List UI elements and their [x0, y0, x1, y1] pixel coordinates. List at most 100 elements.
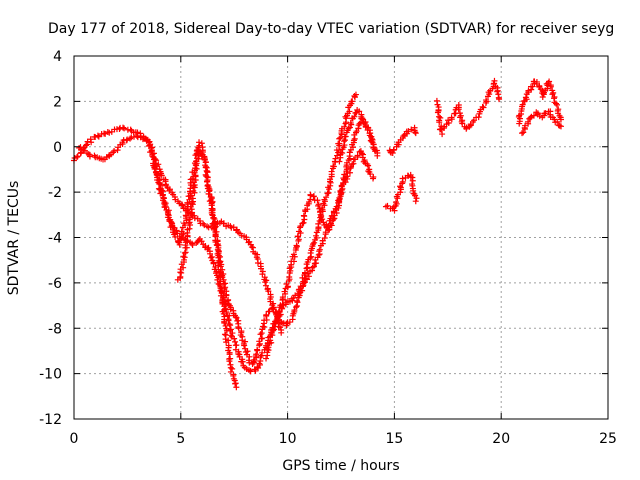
data-point — [341, 171, 348, 178]
data-point — [391, 207, 398, 214]
data-point — [192, 165, 199, 172]
data-point — [165, 211, 172, 218]
data-point — [479, 103, 486, 110]
data-point — [188, 192, 195, 199]
data-point — [313, 260, 320, 267]
data-point — [159, 191, 166, 198]
data-point — [140, 133, 147, 140]
data-point — [183, 244, 190, 251]
x-tick-label: 20 — [492, 431, 510, 447]
series-track-j — [515, 78, 565, 127]
data-point — [255, 365, 262, 372]
data-point — [239, 358, 246, 365]
data-point — [397, 184, 404, 191]
data-point — [198, 238, 205, 245]
data-point — [281, 288, 288, 295]
data-point — [121, 125, 128, 132]
data-point — [529, 83, 536, 90]
data-point — [459, 120, 466, 127]
data-point — [326, 226, 333, 233]
data-point — [262, 279, 269, 286]
data-point — [400, 133, 407, 140]
data-point — [294, 233, 301, 240]
data-point — [359, 116, 366, 123]
data-point — [283, 281, 290, 288]
series-track-i — [433, 77, 503, 138]
y-tick-label: 4 — [53, 49, 62, 65]
data-point — [196, 139, 203, 146]
data-point — [111, 147, 118, 154]
data-point — [217, 263, 224, 270]
data-point — [232, 314, 239, 321]
data-point — [290, 258, 297, 265]
data-point — [278, 329, 285, 336]
data-point — [365, 162, 372, 169]
data-point — [178, 228, 185, 235]
data-point — [271, 326, 278, 333]
data-point — [341, 123, 348, 130]
data-point — [290, 251, 297, 258]
data-point — [364, 127, 371, 134]
data-point — [94, 132, 101, 139]
data-point — [346, 169, 353, 176]
data-point — [185, 220, 192, 227]
data-point — [182, 236, 189, 243]
axis-ticks — [73, 55, 609, 420]
data-point — [554, 118, 561, 125]
data-point — [222, 322, 229, 329]
data-point — [263, 316, 270, 323]
data-point — [158, 187, 165, 194]
series-track-g — [386, 124, 419, 157]
data-point — [232, 380, 239, 387]
data-point — [191, 181, 198, 188]
data-point — [87, 136, 94, 143]
data-point — [265, 344, 272, 351]
data-point — [436, 119, 443, 126]
data-point — [259, 335, 266, 342]
series-track-h — [382, 171, 420, 214]
data-point — [176, 235, 183, 242]
data-point — [519, 130, 526, 137]
data-point — [216, 282, 223, 289]
data-point — [303, 276, 310, 283]
x-tick-labels: 0 5 10 15 20 25 — [70, 431, 617, 447]
data-point — [530, 112, 537, 119]
data-point — [162, 203, 169, 210]
data-point — [252, 367, 259, 374]
data-point — [149, 152, 156, 159]
data-point — [226, 358, 233, 365]
data-point — [120, 124, 127, 131]
data-point — [332, 155, 339, 162]
data-point — [463, 125, 470, 132]
data-point — [527, 114, 534, 121]
data-point — [210, 260, 217, 267]
data-point — [412, 198, 419, 205]
data-point — [124, 136, 131, 143]
data-point — [295, 236, 302, 243]
data-point — [408, 126, 415, 133]
data-point — [312, 232, 319, 239]
series-track-e — [263, 115, 379, 362]
data-point — [231, 335, 238, 342]
data-point — [227, 322, 234, 329]
data-point — [263, 355, 270, 362]
data-point — [342, 133, 349, 140]
data-point — [346, 108, 353, 115]
data-point — [214, 276, 221, 283]
data-point — [310, 241, 317, 248]
data-point — [201, 156, 208, 163]
data-point — [223, 339, 230, 346]
y-tick-label: -8 — [48, 321, 62, 337]
data-point — [558, 116, 565, 123]
data-point — [305, 273, 312, 280]
data-point — [374, 152, 381, 159]
y-tick-label: -10 — [39, 367, 62, 383]
data-point — [205, 190, 212, 197]
y-axis-label: SDTVAR / TECUs — [6, 181, 22, 296]
data-point — [455, 106, 462, 113]
data-point — [552, 100, 559, 107]
data-point — [259, 271, 266, 278]
data-point — [198, 140, 205, 147]
data-point — [491, 80, 498, 87]
